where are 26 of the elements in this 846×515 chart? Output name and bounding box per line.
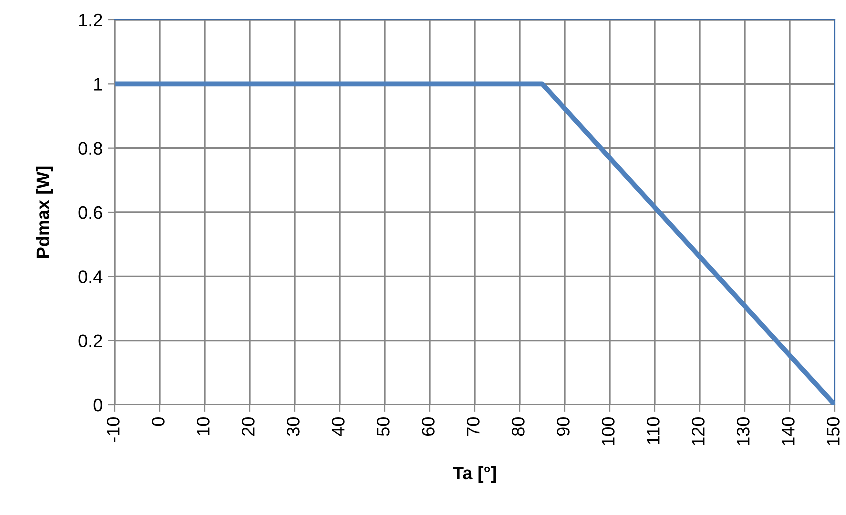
x-tick-label: 90 — [557, 418, 570, 436]
x-tick-label: 50 — [377, 418, 390, 436]
x-tick-label: 40 — [332, 418, 345, 436]
y-tick-label: 0 — [94, 398, 102, 412]
x-axis-title: Ta [°] — [453, 466, 496, 484]
x-tick-label: 10 — [197, 418, 210, 436]
x-tick-label: 100 — [602, 418, 615, 446]
x-tick-label: 150 — [827, 418, 840, 446]
y-tick-label: 0.2 — [78, 334, 102, 348]
x-tick-label: 110 — [647, 418, 660, 444]
x-tick-label: 80 — [512, 418, 525, 436]
x-tick-label: 30 — [287, 418, 300, 436]
x-tick-label: -10 — [107, 418, 120, 442]
x-tick-label: 120 — [692, 418, 705, 446]
y-tick-label: 1.2 — [79, 14, 102, 27]
x-tick-label: 0 — [152, 418, 165, 426]
y-tick-label: 0.4 — [78, 270, 103, 284]
y-axis-title: Pdmax [W] — [36, 166, 54, 258]
y-tick-label: 1 — [94, 78, 102, 91]
x-tick-label: 60 — [422, 418, 435, 436]
y-tick-label: 0.6 — [78, 206, 102, 220]
y-tick-label: 0.8 — [78, 142, 102, 156]
x-tick-label: 130 — [737, 418, 750, 446]
x-tick-label: 140 — [782, 418, 795, 446]
x-tick-label: 70 — [467, 418, 480, 436]
x-tick-label: 20 — [242, 418, 255, 436]
